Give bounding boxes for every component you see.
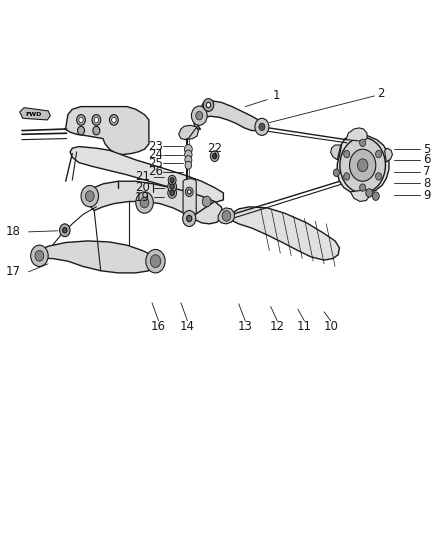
Polygon shape	[36, 241, 158, 273]
Circle shape	[35, 251, 44, 261]
Circle shape	[333, 169, 339, 176]
Circle shape	[184, 150, 192, 159]
Circle shape	[78, 126, 85, 135]
Text: FWD: FWD	[25, 111, 42, 117]
Circle shape	[344, 150, 350, 158]
Circle shape	[366, 189, 373, 197]
Circle shape	[187, 190, 191, 194]
Circle shape	[222, 211, 231, 221]
Circle shape	[92, 115, 101, 125]
Polygon shape	[74, 115, 129, 132]
Circle shape	[81, 185, 99, 207]
Polygon shape	[337, 134, 389, 193]
Circle shape	[170, 190, 174, 196]
Text: 12: 12	[270, 320, 285, 333]
Circle shape	[375, 150, 381, 158]
Circle shape	[112, 117, 116, 123]
Circle shape	[146, 249, 165, 273]
Circle shape	[168, 175, 176, 185]
Circle shape	[196, 111, 203, 120]
Circle shape	[187, 215, 192, 222]
Text: 21: 21	[135, 171, 150, 183]
Polygon shape	[218, 208, 234, 224]
Circle shape	[375, 173, 381, 180]
Text: 1: 1	[272, 90, 280, 102]
Circle shape	[60, 224, 70, 237]
Circle shape	[344, 173, 350, 180]
Circle shape	[185, 187, 193, 197]
Circle shape	[168, 181, 177, 192]
Polygon shape	[194, 100, 263, 131]
Circle shape	[140, 197, 149, 208]
Text: 17: 17	[6, 265, 21, 278]
Circle shape	[63, 228, 67, 233]
Text: 26: 26	[148, 165, 163, 178]
Circle shape	[372, 192, 379, 200]
Text: 20: 20	[135, 181, 150, 194]
Text: 9: 9	[423, 189, 431, 201]
Text: 22: 22	[207, 142, 222, 155]
Circle shape	[170, 178, 174, 182]
Circle shape	[150, 255, 161, 268]
Polygon shape	[179, 125, 198, 140]
Circle shape	[210, 151, 219, 161]
Circle shape	[357, 159, 368, 172]
Text: 18: 18	[6, 225, 21, 238]
Polygon shape	[346, 128, 367, 141]
Circle shape	[206, 102, 211, 108]
Circle shape	[136, 192, 153, 213]
Circle shape	[360, 184, 366, 191]
Circle shape	[79, 117, 83, 123]
Circle shape	[185, 156, 192, 164]
Circle shape	[184, 144, 192, 154]
Circle shape	[259, 123, 265, 131]
Circle shape	[170, 184, 174, 189]
Circle shape	[350, 149, 376, 181]
Polygon shape	[331, 145, 341, 160]
Polygon shape	[232, 207, 339, 260]
Circle shape	[85, 191, 94, 201]
Circle shape	[185, 161, 192, 169]
Circle shape	[93, 126, 100, 135]
Polygon shape	[385, 148, 392, 162]
Text: 14: 14	[180, 320, 195, 333]
Text: 24: 24	[148, 148, 163, 161]
Circle shape	[77, 115, 85, 125]
Circle shape	[202, 196, 211, 207]
Text: 19: 19	[135, 191, 150, 204]
Polygon shape	[70, 147, 223, 203]
Text: 6: 6	[423, 154, 431, 166]
Text: 2: 2	[377, 87, 385, 100]
Circle shape	[340, 138, 385, 193]
Text: 7: 7	[423, 165, 431, 178]
Circle shape	[168, 188, 177, 198]
Circle shape	[203, 99, 214, 111]
Circle shape	[360, 139, 366, 147]
Text: 23: 23	[148, 140, 163, 152]
Circle shape	[94, 117, 99, 123]
Circle shape	[110, 115, 118, 125]
Polygon shape	[65, 107, 149, 155]
Text: 25: 25	[148, 157, 163, 169]
Text: 10: 10	[323, 320, 338, 333]
Circle shape	[191, 106, 207, 125]
Text: 8: 8	[424, 177, 431, 190]
Polygon shape	[20, 108, 50, 120]
Polygon shape	[183, 179, 196, 217]
Circle shape	[212, 154, 217, 159]
Text: 5: 5	[424, 143, 431, 156]
Text: 13: 13	[238, 320, 253, 333]
Circle shape	[255, 118, 269, 135]
Polygon shape	[350, 190, 370, 201]
Circle shape	[183, 211, 196, 227]
Text: 16: 16	[151, 320, 166, 333]
Text: 11: 11	[297, 320, 312, 333]
Polygon shape	[88, 181, 223, 224]
Circle shape	[31, 245, 48, 266]
